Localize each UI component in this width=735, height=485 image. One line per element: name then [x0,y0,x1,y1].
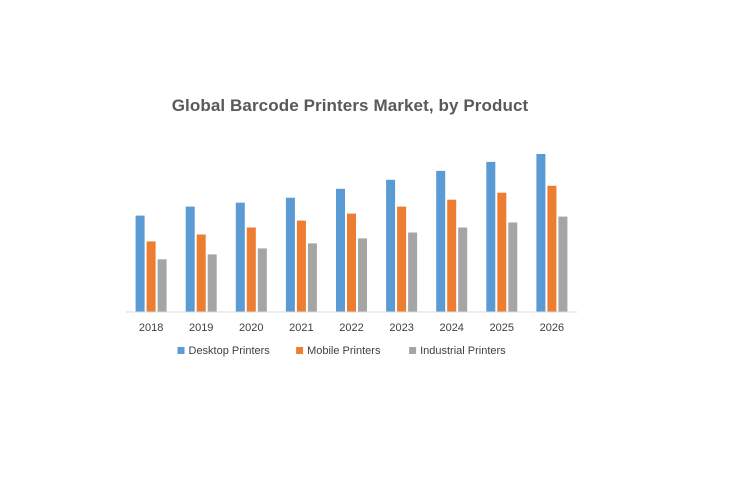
legend-label-mobile-printers: Mobile Printers [307,345,381,357]
chart-title: Global Barcode Printers Market, by Produ… [171,96,529,115]
x-tick-label-2023: 2023 [389,322,413,334]
x-tick-label-2026: 2026 [540,322,564,334]
x-tick-label-2021: 2021 [289,322,313,334]
bar-industrial-printers-2026 [558,216,568,312]
bar-desktop-printers-2018 [135,215,145,312]
bar-desktop-printers-2025 [486,161,496,312]
bar-mobile-printers-2024 [447,199,457,312]
bar-mobile-printers-2026 [547,185,557,312]
x-tick-label-2025: 2025 [490,322,514,334]
bar-industrial-printers-2024 [458,227,468,312]
x-tick-label-2022: 2022 [339,322,363,334]
legend-item-desktop-printers: Desktop Printers [177,345,271,357]
x-tick-label-2020: 2020 [239,322,263,334]
bar-mobile-printers-2022 [347,213,356,312]
x-tick-labels: 2018 2019 2020 2021 2022 2023 2024 2025 2026 [139,322,564,334]
bar-industrial-printers-2022 [358,238,367,312]
legend-swatch-desktop-printers [177,347,185,354]
legend-label-industrial-printers: Industrial Printers [420,345,506,357]
bar-industrial-printers-2019 [207,254,217,312]
bar-desktop-printers-2019 [185,206,195,312]
bars-layer [135,154,568,312]
bar-industrial-printers-2018 [157,259,167,312]
legend-item-industrial-printers: Industrial Printers [409,345,506,357]
x-tick-label-2024: 2024 [439,322,463,334]
bar-mobile-printers-2019 [196,234,206,312]
bar-industrial-printers-2023 [408,232,418,312]
bar-industrial-printers-2021 [307,243,317,312]
bar-industrial-printers-2025 [508,222,518,312]
bar-mobile-printers-2021 [296,220,306,312]
x-tick-label-2018: 2018 [139,322,163,334]
legend-swatch-industrial-printers [409,347,417,354]
x-tick-label-2019: 2019 [189,322,213,334]
bar-desktop-printers-2023 [386,179,396,312]
bar-desktop-printers-2021 [285,197,295,312]
bar-mobile-printers-2025 [497,192,507,312]
legend-item-mobile-printers: Mobile Printers [296,345,381,357]
bar-desktop-printers-2022 [336,188,345,312]
legend: Desktop Printers Mobile Printers Industria… [177,345,506,357]
bar-desktop-printers-2024 [436,170,446,312]
bar-mobile-printers-2018 [146,241,156,312]
legend-swatch-mobile-printers [296,347,304,354]
bar-desktop-printers-2020 [235,202,245,312]
legend-label-desktop-printers: Desktop Printers [189,345,271,357]
bar-industrial-printers-2020 [257,248,267,312]
bar-mobile-printers-2023 [397,206,407,312]
bar-mobile-printers-2020 [246,227,256,312]
bar-desktop-printers-2026 [536,154,546,312]
